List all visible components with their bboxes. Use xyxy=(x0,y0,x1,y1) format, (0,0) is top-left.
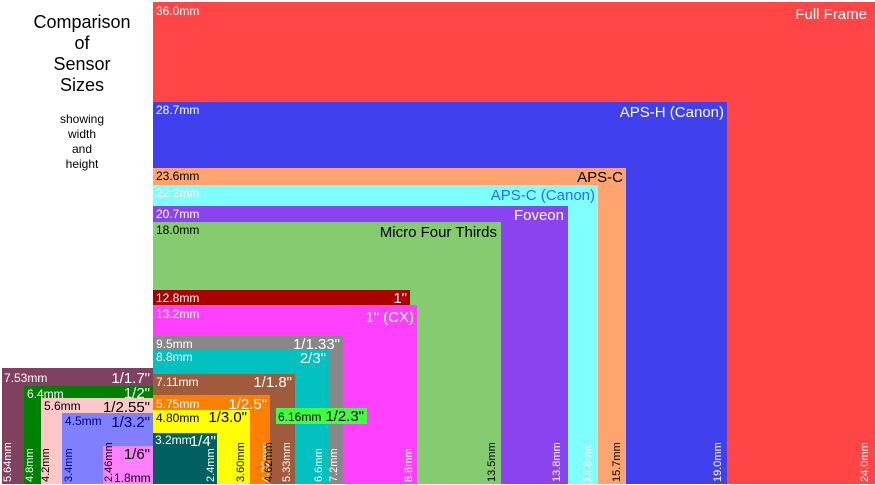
sensor-name-1-1-8in: 1/1.8" xyxy=(253,374,292,391)
sensor-name-2-3in: 2/3" xyxy=(299,350,326,367)
title-line: Comparison xyxy=(33,12,131,32)
title-line: of xyxy=(74,33,90,53)
sensor-height-label: 3.60mm xyxy=(235,442,247,482)
sensor-height-label: 14.8mm xyxy=(582,442,594,482)
sensor-name-1-2in: 1/2" xyxy=(123,385,150,402)
sensor-name-aps-h-canon: APS-H (Canon) xyxy=(619,104,724,121)
sensor-height-label: 3.4mm xyxy=(63,448,75,482)
sensor-width-label: 7.11mm xyxy=(156,375,199,389)
sensor-height-label: 4.8mm xyxy=(24,448,36,482)
sensor-1-6in xyxy=(103,446,153,484)
sensor-width-label: 1.8mm xyxy=(114,471,151,485)
diagram-subtitle: showing width and height xyxy=(32,112,132,172)
sensor-name-1-1-7in: 1/1.7" xyxy=(111,370,150,387)
sensor-1-4in xyxy=(153,433,217,484)
sensor-height-label: 4.2mm xyxy=(40,448,52,482)
sensor-name-1in-cx: 1" (CX) xyxy=(365,309,414,326)
sensor-height-label: 6.6mm xyxy=(313,448,325,482)
sensor-height-label: 4.62mm xyxy=(263,442,275,482)
subtitle-line: width xyxy=(67,127,96,141)
sensor-height-label: 5.64mm xyxy=(2,442,14,482)
sensor-height-label: 15.7mm xyxy=(611,442,623,482)
sensor-name-aps-c: APS-C xyxy=(577,169,623,186)
diagram-title: Comparison of Sensor Sizes xyxy=(22,12,142,96)
sensor-width-label: 4.5mm xyxy=(65,414,102,428)
sensor-height-label: 19.0mm xyxy=(712,442,724,482)
sensor-name-1-3-2in: 1/3.2" xyxy=(111,414,150,431)
sensor-width-label: 20.7mm xyxy=(156,207,200,221)
sensor-width-label: 5.6mm xyxy=(44,399,81,413)
sensor-width-label: 18.0mm xyxy=(156,223,200,237)
subtitle-line: and xyxy=(71,142,93,156)
sensor-name-1in: 1" xyxy=(393,290,407,307)
sensor-1in xyxy=(153,290,410,305)
sensor-width-label: 12.8mm xyxy=(156,291,200,305)
sensor-name-full-frame: Full Frame xyxy=(795,6,867,23)
sensor-width-label: 23.6mm xyxy=(156,169,200,183)
sensor-height-label: 13.5mm xyxy=(486,442,498,482)
sensor-name-1-3-0in: 1/3.0" xyxy=(208,409,247,426)
sensor-width-label: 6.16mm xyxy=(278,410,322,424)
sensor-height-label: 13.8mm xyxy=(551,442,563,482)
sensor-height-label: 24.0mm xyxy=(859,442,871,482)
sensor-height-label: 5.33mm xyxy=(281,442,293,482)
sensor-height-label: 8.8mm xyxy=(403,448,415,482)
sensor-name-1-2-55in: 1/2.55" xyxy=(102,399,150,416)
sensor-height-label: 7.2mm xyxy=(328,448,340,482)
sensor-name-1-1-33in: 1/1.33" xyxy=(292,336,340,353)
subtitle-line: height xyxy=(65,157,99,171)
sensor-name-1-4in: 1/4" xyxy=(189,433,216,450)
sensor-width-label: 13.2mm xyxy=(156,307,200,321)
sensor-width-label: 6.4mm xyxy=(27,387,64,401)
sensor-width-label: 5.75mm xyxy=(156,397,200,411)
subtitle-line: showing xyxy=(59,112,105,126)
title-line: Sensor xyxy=(53,54,111,74)
sensor-height-label: 2.4mm xyxy=(205,448,217,482)
sensor-name-aps-c-canon: APS-C (Canon) xyxy=(490,187,595,204)
sensor-name-micro-four-thirds: Micro Four Thirds xyxy=(379,224,497,241)
sensor-width-label: 9.5mm xyxy=(156,337,193,351)
sensor-1-2-3in xyxy=(276,408,367,424)
sensor-width-label: 4.80mm xyxy=(156,411,200,425)
title-line: Sizes xyxy=(59,75,104,95)
sensor-name-1-2-3in: 1/2.3" xyxy=(325,408,364,425)
sensor-width-label: 36.0mm xyxy=(156,4,200,18)
sensor-width-label: 28.7mm xyxy=(156,103,200,117)
sensor-name-foveon: Foveon xyxy=(513,207,564,224)
sensor-width-label: 3.2mm xyxy=(155,433,192,447)
sensor-width-label: 8.8mm xyxy=(156,350,193,364)
sensor-height-label: 2.46mm xyxy=(103,442,115,482)
sensor-name-1-2-5in: 1/2.5" xyxy=(228,396,267,413)
sensor-width-label: 22.2mm xyxy=(156,186,200,200)
sensor-width-label: 7.53mm xyxy=(4,371,48,385)
sensor-name-1-6in: 1/6" xyxy=(123,446,150,463)
